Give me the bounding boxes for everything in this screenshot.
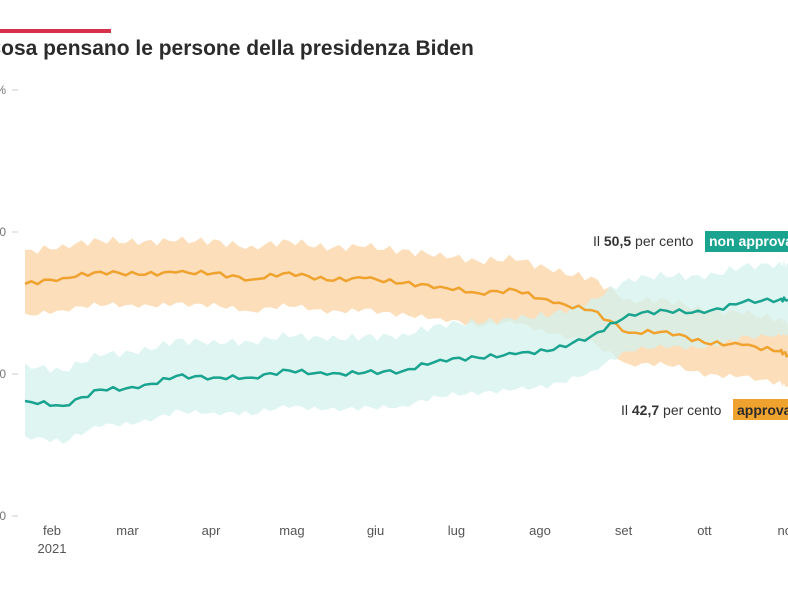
x-tick-label: nov xyxy=(778,523,788,538)
band-non-approva xyxy=(25,259,788,444)
x-tick-label: ott xyxy=(697,523,712,538)
badge-disapprove xyxy=(705,231,788,252)
x-tick-label: mag xyxy=(279,523,304,538)
annotation-suffix: per cento xyxy=(663,402,722,418)
badge-disapprove-label: non approva xyxy=(709,233,788,249)
svg-text:Il 42,7 per cent: Il 42,7 per cento xyxy=(621,402,722,418)
svg-text:Il 50,5 per cent: Il 50,5 per cento xyxy=(593,233,694,249)
annotation-disapprove: Il 50,5 per cento non approva xyxy=(593,231,788,252)
y-tick-label: 60 xyxy=(0,225,6,239)
y-tick-label: 40 xyxy=(0,367,6,381)
badge-approve-label: approva xyxy=(737,402,788,418)
annotation-prefix: Il xyxy=(621,402,632,418)
y-tick-label: 80% xyxy=(0,83,6,97)
badge-approve xyxy=(733,399,788,420)
x-tick-label: set xyxy=(615,523,633,538)
x-tick-label: giu xyxy=(367,523,384,538)
annotation-approve: Il 42,7 per cento approva xyxy=(621,399,788,420)
x-tick-label: mar xyxy=(116,523,139,538)
accent-bar xyxy=(0,29,111,33)
annotation-value: 50,5 xyxy=(604,233,635,249)
x-axis: feb mar apr mag giu lug ago set ott nov 2021 xyxy=(38,523,788,556)
x-tick-label: lug xyxy=(448,523,465,538)
line-non-approva xyxy=(24,296,788,408)
x-tick-label: ago xyxy=(529,523,551,538)
y-axis: 20 40 60 80% xyxy=(0,83,18,523)
line-approva xyxy=(24,269,788,358)
annotation-prefix: Il xyxy=(593,233,604,249)
annotation-suffix: per cento xyxy=(635,233,694,249)
x-tick-label: apr xyxy=(202,523,221,538)
x-tick-label: feb xyxy=(43,523,61,538)
series-lines xyxy=(24,269,788,408)
annotation-value: 42,7 xyxy=(632,402,663,418)
chart-title: Cosa pensano le persone della presidenza… xyxy=(0,37,474,60)
x-year-label: 2021 xyxy=(38,541,67,556)
y-tick-label: 20 xyxy=(0,509,6,523)
uncertainty-bands xyxy=(25,236,788,444)
band-approva xyxy=(25,236,788,388)
